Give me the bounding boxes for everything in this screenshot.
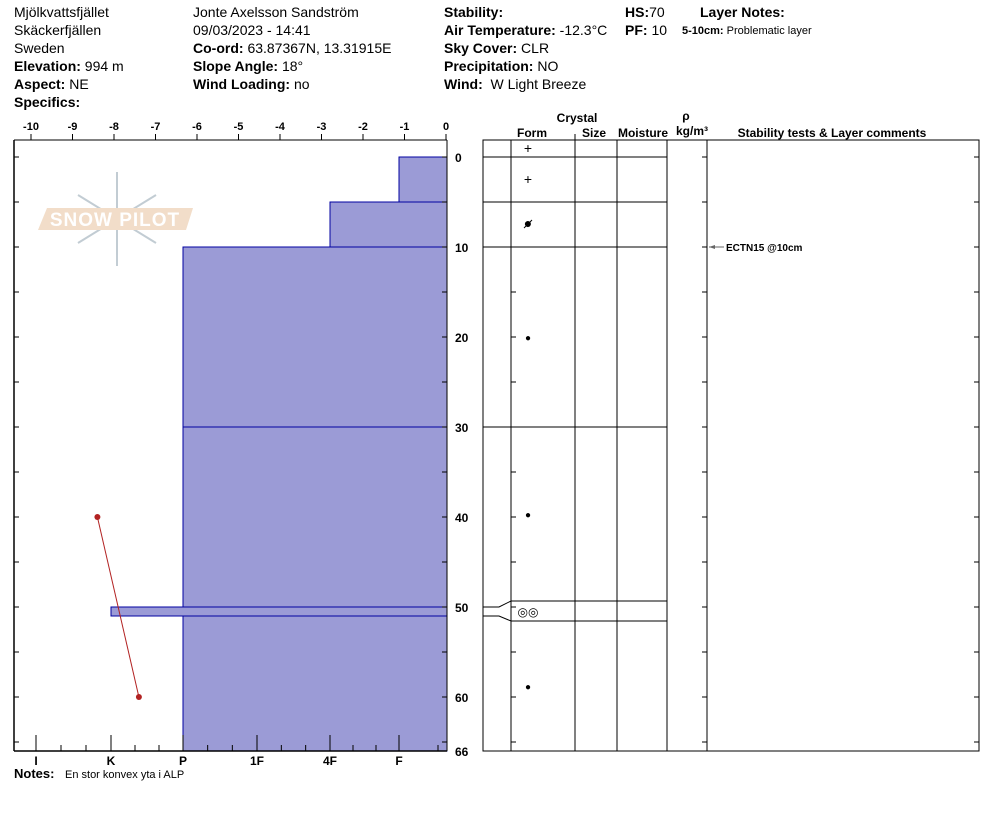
- temperature-tick-label: -2: [358, 121, 368, 133]
- sky-cover: Sky Cover: CLR: [444, 40, 550, 56]
- stability-test-arrowhead: [709, 245, 715, 249]
- temperature-tick-label: -8: [109, 121, 119, 133]
- header-crystal: Crystal: [557, 111, 598, 125]
- crystal-form-symbol: ◎◎: [518, 605, 539, 619]
- layer-notes-label: Layer Notes:: [700, 4, 785, 20]
- crystal-form-symbol: ●: [524, 215, 532, 231]
- temperature-tick-label: -3: [317, 121, 327, 133]
- wind-loading: Wind Loading: no: [193, 76, 310, 92]
- header-form: Form: [517, 126, 547, 140]
- stability-test-label: ECTN15 @10cm: [726, 243, 803, 254]
- temperature-tick-label: -4: [275, 121, 286, 133]
- header-density: kg/m³: [676, 124, 708, 138]
- temperature-tick-label: -6: [192, 121, 202, 133]
- location: Mjölkvattsfjället: [14, 4, 109, 20]
- hardness-tick-label: P: [179, 754, 187, 768]
- depth-tick-label: 30: [455, 421, 469, 435]
- svg-text:SNOW PILOT: SNOW PILOT: [50, 210, 180, 231]
- depth-tick-label: 0: [455, 151, 462, 165]
- elevation: Elevation: 994 m: [14, 58, 124, 74]
- header-col-3: Stability: Air Temperature: -12.3°C Sky …: [444, 3, 607, 93]
- depth-tick-label: 20: [455, 331, 469, 345]
- hardness-tick-label: K: [107, 754, 116, 768]
- layer-note: 5-10cm: Problematic layer: [682, 25, 812, 37]
- temperature-tick-label: -1: [400, 121, 410, 133]
- header-moisture: Moisture: [618, 126, 668, 140]
- observer: Jonte Axelsson Sandström: [193, 4, 359, 20]
- header-col-2: Jonte Axelsson Sandström 09/03/2023 - 14…: [193, 3, 391, 93]
- temperature-point: [94, 514, 101, 520]
- notes-text: En stor konvex yta i ALP: [65, 769, 184, 781]
- pf: PF: 10: [625, 22, 668, 38]
- temperature-tick-label: 0: [443, 121, 449, 133]
- notes-label: Notes:: [14, 766, 54, 781]
- specifics: Specifics:: [14, 94, 81, 110]
- temperature-tick-label: -5: [234, 121, 244, 133]
- crystal-form-symbol: ●: [525, 333, 531, 344]
- wind: Wind: W Light Breeze: [444, 76, 587, 92]
- crystal-form-symbol: ●: [525, 510, 531, 521]
- hardness-bar: [329, 201, 448, 248]
- snowpilot-logo: SNOW PILOT: [38, 172, 193, 266]
- temperature-tick-label: -9: [68, 121, 78, 133]
- header-rho: ρ: [682, 109, 689, 123]
- header-size: Size: [582, 126, 606, 140]
- hardness-bar: [110, 606, 448, 617]
- crystal-form-symbol: +: [524, 171, 532, 187]
- stability: Stability:: [444, 4, 504, 20]
- depth-tick-label: 40: [455, 511, 469, 525]
- range: Skäckerfjällen: [14, 22, 102, 38]
- depth-tick-label: 66: [455, 745, 469, 759]
- aspect: Aspect: NE: [14, 76, 89, 92]
- hardness-bar: [182, 426, 448, 608]
- hardness-tick-label: I: [34, 754, 37, 768]
- depth-tick-label: 60: [455, 691, 469, 705]
- table-frame: [482, 139, 980, 752]
- air-temp: Air Temperature: -12.3°C: [444, 22, 608, 38]
- layer-table: Crystal Form Size Moisture ρ kg/m³ Stabi…: [482, 109, 980, 752]
- datetime: 09/03/2023 - 14:41: [193, 22, 311, 38]
- coord: Co-ord: 63.87367N, 13.31915E: [193, 40, 392, 56]
- hardness-bar: [398, 156, 448, 203]
- depth-tick-label: 10: [455, 241, 469, 255]
- layer-boundary: [483, 615, 667, 622]
- temperature-tick-label: -7: [151, 121, 161, 133]
- hardness-tick-label: F: [395, 754, 402, 768]
- hs: HS:70: [625, 4, 665, 20]
- header-col-4: HS:70 PF: 10: [625, 3, 667, 39]
- crystal-form-slash: [523, 219, 533, 229]
- precipitation: Precipitation: NO: [444, 58, 559, 74]
- hardness-bar: [182, 246, 448, 428]
- crystal-form-symbol: +: [524, 140, 532, 156]
- hardness-tick-label: 4F: [323, 754, 337, 768]
- hardness-tick-label: 1F: [250, 754, 264, 768]
- hardness-bar: [182, 615, 448, 752]
- crystal-form-symbol: ●: [525, 682, 531, 693]
- header-col-1: Mjölkvattsfjället Skäckerfjällen Sweden …: [14, 3, 124, 111]
- temperature-point: [135, 694, 142, 700]
- temperature-tick-label: -10: [23, 121, 39, 133]
- header-comments: Stability tests & Layer comments: [738, 126, 927, 140]
- country: Sweden: [14, 40, 65, 56]
- depth-tick-label: 50: [455, 601, 469, 615]
- slope: Slope Angle: 18°: [193, 58, 304, 74]
- layer-boundary: [483, 600, 667, 608]
- temperature-line: [96, 516, 140, 698]
